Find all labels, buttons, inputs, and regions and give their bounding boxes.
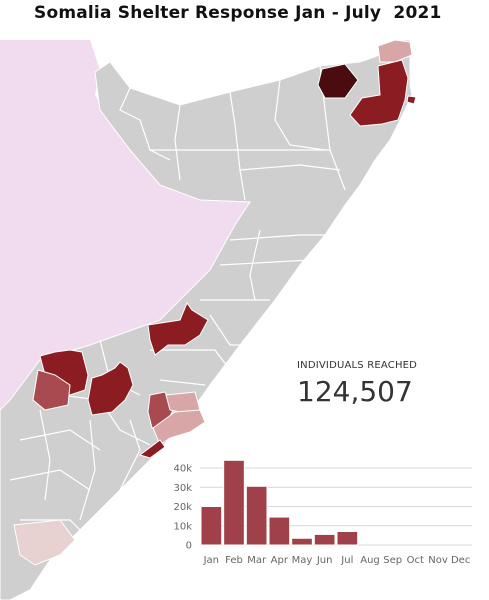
region-bari-east[interactable]: [349, 59, 409, 127]
neighbor-country-area: [0, 40, 250, 410]
bar-mar[interactable]: [245, 485, 268, 546]
x-tick-label: Sep: [383, 555, 402, 566]
x-tick-label: Jun: [316, 555, 333, 566]
x-tick-label: Dec: [451, 555, 470, 566]
x-tick-label: Aug: [360, 555, 380, 566]
bar-feb[interactable]: [223, 460, 245, 546]
region-bay[interactable]: [87, 361, 134, 416]
region-lower-juba[interactable]: [13, 519, 76, 566]
x-tick-label: Jul: [340, 555, 353, 566]
y-tick-label: 30k: [173, 483, 192, 494]
monthly-bar-chart: 0 10k 20k 30k 40k Jan Feb Mar Apr May Jun Jul Aug Se…: [173, 460, 472, 566]
region-bari-northeast[interactable]: [377, 39, 413, 63]
region-middle-shabelle-coast[interactable]: [138, 439, 166, 459]
y-tick-label: 0: [186, 541, 192, 552]
kpi-label: INDIVIDUALS REACHED: [297, 360, 418, 371]
y-tick-label: 20k: [173, 502, 192, 513]
bar-jun[interactable]: [313, 533, 336, 546]
y-tick-label: 40k: [173, 464, 192, 475]
region-gedo-south[interactable]: [32, 369, 71, 411]
page-title: Somalia Shelter Response Jan - July 2021: [34, 3, 442, 23]
bar-may[interactable]: [291, 537, 313, 546]
x-tick-label: Feb: [225, 555, 243, 566]
region-hiraan[interactable]: [147, 301, 209, 356]
region-banadir-north[interactable]: [165, 391, 201, 413]
x-tick-label: Nov: [428, 555, 448, 566]
bar-jul[interactable]: [336, 531, 359, 546]
x-tick-label: May: [292, 555, 313, 566]
region-bari-north[interactable]: [317, 63, 359, 99]
bar-apr[interactable]: [268, 516, 291, 546]
x-tick-label: Jan: [203, 555, 219, 566]
bari-island: [406, 95, 417, 105]
x-tick-label: Oct: [407, 555, 424, 566]
bar-jan[interactable]: [200, 506, 223, 546]
x-tick-label: Mar: [247, 555, 267, 566]
y-tick-label: 10k: [173, 521, 192, 532]
kpi-value: 124,507: [297, 375, 413, 408]
x-tick-label: Apr: [271, 555, 289, 566]
